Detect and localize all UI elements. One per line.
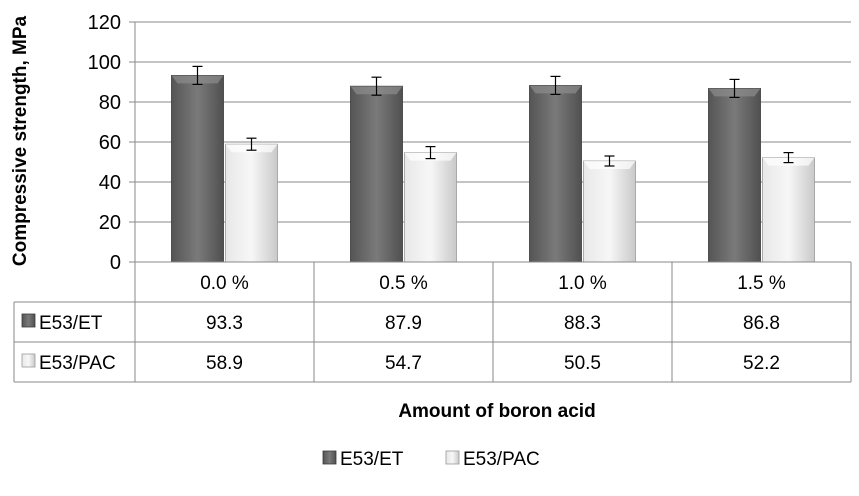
bar [350, 85, 403, 263]
x-category-label: 0.0 % [200, 273, 249, 294]
table-cell: 93.3 [206, 313, 243, 334]
x-category-label: 0.5 % [379, 273, 428, 294]
table-cell: 86.8 [743, 313, 780, 334]
legend-key [445, 450, 460, 465]
y-axis-ticks: 0 20 40 60 80 100 120 [88, 12, 121, 274]
bar [404, 152, 457, 263]
bar [583, 160, 636, 263]
table-legend-key [21, 353, 36, 368]
table-cell: 58.9 [206, 353, 243, 374]
bar [708, 88, 761, 263]
table-cell: 54.7 [385, 353, 422, 374]
table-legend-key [21, 313, 36, 328]
y-tick-label: 0 [110, 252, 121, 274]
table-row-label: E53/ET [39, 313, 103, 334]
legend: E53/ET E53/PAC [322, 449, 540, 470]
y-tick-label: 20 [99, 212, 121, 234]
table-cell: 50.5 [564, 353, 601, 374]
y-tick-label: 120 [88, 12, 121, 34]
x-category-label: 1.0 % [558, 273, 607, 294]
table-cell: 52.2 [743, 353, 780, 374]
y-tick-label: 40 [99, 172, 121, 194]
error-bars [192, 65, 794, 167]
table-cell: 87.9 [385, 313, 422, 334]
data-table: 0.0 % 0.5 % 1.0 % 1.5 % E53/ET 93.3 87.9 88.3 86… [13, 261, 852, 383]
table-row-label: E53/PAC [39, 353, 116, 374]
y-tick-label: 60 [99, 132, 121, 154]
bar [762, 157, 815, 263]
bar [171, 75, 224, 263]
bar [225, 143, 278, 263]
table-cell: 88.3 [564, 313, 601, 334]
legend-label: E53/ET [340, 449, 404, 470]
legend-label: E53/PAC [463, 449, 540, 470]
legend-key [322, 450, 337, 465]
bar [529, 85, 582, 263]
x-category-label: 1.5 % [737, 273, 786, 294]
x-axis-label: Amount of boron acid [398, 401, 595, 422]
y-tick-label: 100 [88, 52, 121, 74]
bars [171, 75, 815, 263]
y-tick-label: 80 [99, 92, 121, 114]
y-axis-label: Compressive strength, MPa [10, 15, 31, 266]
